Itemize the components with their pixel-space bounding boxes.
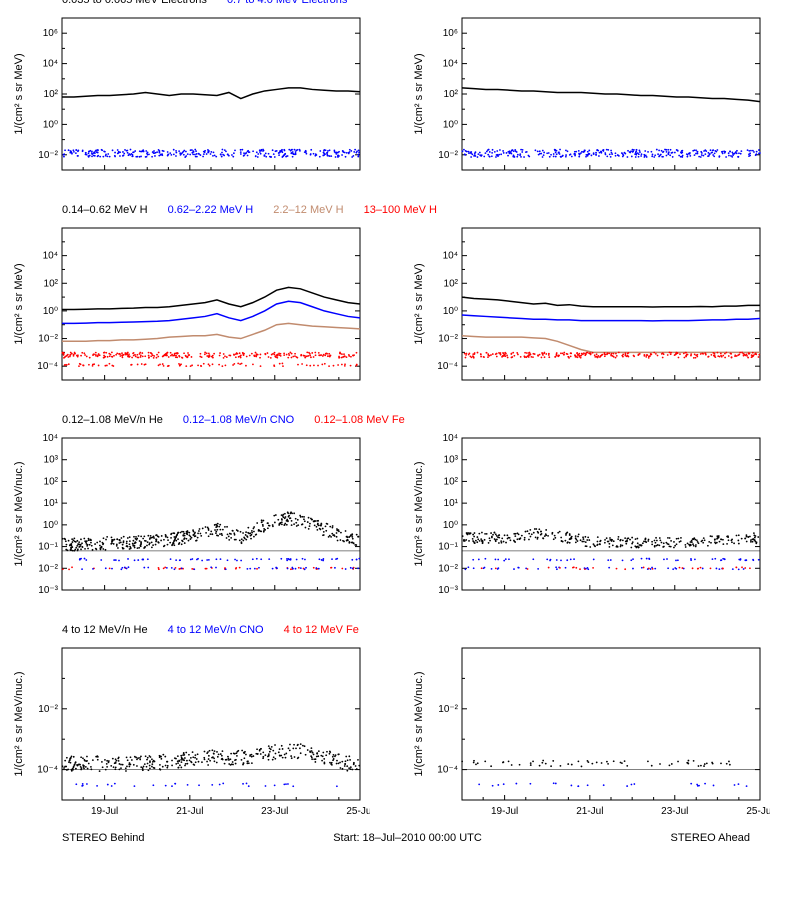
- svg-text:10⁻²: 10⁻²: [438, 563, 458, 574]
- plot-svg: 10⁻⁴ 10⁻² 10⁰ 10² 10⁴ 1/(cm² s sr MeV): [10, 220, 370, 430]
- series-title: 4 to 12 MeV Fe: [284, 624, 359, 636]
- chart-grid: 0.035 to 0.065 MeV Electrons0.7 to 4.0 M…: [10, 10, 790, 830]
- series-title: 0.12–1.08 MeV/n He: [62, 414, 163, 426]
- plot-svg: 10⁻² 10⁰ 10² 10⁴ 10⁶ 1/(cm² s sr MeV): [10, 10, 370, 220]
- svg-text:1/(cm² s sr MeV): 1/(cm² s sr MeV): [413, 53, 425, 134]
- svg-text:10¹: 10¹: [444, 498, 459, 509]
- svg-text:10⁻¹: 10⁻¹: [38, 542, 58, 553]
- svg-text:10⁴: 10⁴: [43, 59, 58, 70]
- panel-r2-c0: 0.12–1.08 MeV/n He0.12–1.08 MeV/n CNO0.1…: [10, 430, 390, 620]
- panel-r2-c1: 10⁻³ 10⁻² 10⁻¹ 10⁰ 10¹ 10² 10³ 10⁴ 1/(cm² s sr M…: [410, 430, 790, 620]
- row-1-titles: 0.14–0.62 MeV H 0.62–2.22 MeV H 2.2–12 MeV…: [62, 204, 457, 216]
- svg-text:10⁶: 10⁶: [43, 28, 58, 39]
- svg-text:10⁻²: 10⁻²: [438, 334, 458, 345]
- svg-text:10⁴: 10⁴: [443, 251, 458, 262]
- svg-text:10¹: 10¹: [44, 498, 59, 509]
- svg-text:25-Jul: 25-Jul: [346, 806, 370, 817]
- svg-text:10⁻²: 10⁻²: [438, 704, 458, 715]
- svg-text:10⁻²: 10⁻²: [38, 704, 58, 715]
- svg-text:10²: 10²: [44, 476, 59, 487]
- series-title: 0.035 to 0.065 MeV Electrons: [62, 0, 207, 6]
- svg-text:10⁻⁴: 10⁻⁴: [437, 765, 458, 776]
- svg-text:23-Jul: 23-Jul: [261, 806, 288, 817]
- svg-text:1/(cm² s sr MeV/nuc.): 1/(cm² s sr MeV/nuc.): [413, 671, 425, 776]
- svg-text:10²: 10²: [44, 278, 59, 289]
- panel-r1-c0: 0.14–0.62 MeV H0.62–2.22 MeV H2.2–12 MeV…: [10, 220, 390, 410]
- svg-text:19-Jul: 19-Jul: [91, 806, 118, 817]
- svg-text:10⁴: 10⁴: [443, 59, 458, 70]
- svg-text:10⁻³: 10⁻³: [438, 585, 458, 596]
- svg-text:10⁰: 10⁰: [43, 306, 58, 317]
- svg-text:21-Jul: 21-Jul: [176, 806, 203, 817]
- panel-r0-c1: 10⁻² 10⁰ 10² 10⁴ 10⁶ 1/(cm² s sr MeV): [410, 10, 790, 200]
- series-title: 2.2–12 MeV H: [273, 204, 343, 216]
- svg-text:1/(cm² s sr MeV): 1/(cm² s sr MeV): [13, 263, 25, 344]
- row-3-titles: 4 to 12 MeV/n He 4 to 12 MeV/n CNO 4 to 12…: [62, 624, 379, 636]
- svg-text:10⁻¹: 10⁻¹: [438, 542, 458, 553]
- svg-text:1/(cm² s sr MeV/nuc.): 1/(cm² s sr MeV/nuc.): [13, 461, 25, 566]
- plot-svg: 10⁻⁴ 10⁻² 1/(cm² s sr MeV/nuc.) 19-Jul 21-Ju…: [10, 640, 370, 850]
- panel-r0-c0: 0.035 to 0.065 MeV Electrons0.7 to 4.0 M…: [10, 10, 390, 200]
- series-title: 4 to 12 MeV/n CNO: [168, 624, 264, 636]
- svg-text:23-Jul: 23-Jul: [661, 806, 688, 817]
- svg-text:10⁻²: 10⁻²: [38, 563, 58, 574]
- plot-svg: 10⁻⁴ 10⁻² 10⁰ 10² 10⁴ 1/(cm² s sr MeV): [410, 220, 770, 430]
- row-0-titles: 0.035 to 0.065 MeV Electrons 0.7 to 4.0 M…: [62, 0, 367, 6]
- svg-text:1/(cm² s sr MeV/nuc.): 1/(cm² s sr MeV/nuc.): [413, 461, 425, 566]
- svg-text:10⁰: 10⁰: [443, 306, 458, 317]
- svg-text:10⁴: 10⁴: [43, 433, 58, 444]
- svg-text:10⁻⁴: 10⁻⁴: [37, 361, 58, 372]
- svg-text:10³: 10³: [444, 455, 459, 466]
- svg-text:10²: 10²: [444, 476, 459, 487]
- svg-text:10⁻⁴: 10⁻⁴: [37, 765, 58, 776]
- series-title: 13–100 MeV H: [364, 204, 437, 216]
- svg-text:21-Jul: 21-Jul: [576, 806, 603, 817]
- svg-text:25-Jul: 25-Jul: [746, 806, 770, 817]
- svg-text:1/(cm² s sr MeV): 1/(cm² s sr MeV): [413, 263, 425, 344]
- panel-r1-c1: 10⁻⁴ 10⁻² 10⁰ 10² 10⁴ 1/(cm² s sr MeV): [410, 220, 790, 410]
- svg-text:10³: 10³: [44, 455, 59, 466]
- row-2-titles: 0.12–1.08 MeV/n He 0.12–1.08 MeV/n CNO 0.1…: [62, 414, 425, 426]
- svg-text:10⁻³: 10⁻³: [38, 585, 58, 596]
- svg-text:10⁰: 10⁰: [443, 119, 458, 130]
- panel-r3-c1: 10⁻⁴ 10⁻² 1/(cm² s sr MeV/nuc.) 19-Jul 21-Ju…: [410, 640, 790, 830]
- svg-text:10⁴: 10⁴: [443, 433, 458, 444]
- svg-text:10⁶: 10⁶: [443, 28, 458, 39]
- series-title: 0.7 to 4.0 MeV Electrons: [227, 0, 347, 6]
- svg-text:1/(cm² s sr MeV/nuc.): 1/(cm² s sr MeV/nuc.): [13, 671, 25, 776]
- series-title: 4 to 12 MeV/n He: [62, 624, 148, 636]
- series-title: 0.12–1.08 MeV/n CNO: [183, 414, 294, 426]
- svg-text:10²: 10²: [444, 278, 459, 289]
- svg-text:10²: 10²: [444, 89, 459, 100]
- svg-text:10⁻⁴: 10⁻⁴: [437, 361, 458, 372]
- plot-svg: 10⁻⁴ 10⁻² 1/(cm² s sr MeV/nuc.) 19-Jul 21-Ju…: [410, 640, 770, 850]
- svg-text:10²: 10²: [44, 89, 59, 100]
- svg-text:10⁻²: 10⁻²: [38, 150, 58, 161]
- svg-text:10⁰: 10⁰: [43, 520, 58, 531]
- svg-text:19-Jul: 19-Jul: [491, 806, 518, 817]
- svg-text:10⁴: 10⁴: [43, 251, 58, 262]
- series-title: 0.62–2.22 MeV H: [168, 204, 254, 216]
- svg-text:1/(cm² s sr MeV): 1/(cm² s sr MeV): [13, 53, 25, 134]
- series-title: 0.12–1.08 MeV Fe: [314, 414, 405, 426]
- svg-text:10⁻²: 10⁻²: [38, 334, 58, 345]
- series-title: 0.14–0.62 MeV H: [62, 204, 148, 216]
- plot-svg: 10⁻³ 10⁻² 10⁻¹ 10⁰ 10¹ 10² 10³ 10⁴ 1/(cm² s sr M…: [410, 430, 770, 640]
- svg-text:10⁰: 10⁰: [443, 520, 458, 531]
- panel-r3-c0: 4 to 12 MeV/n He4 to 12 MeV/n CNO4 to 12…: [10, 640, 390, 830]
- plot-svg: 10⁻³ 10⁻² 10⁻¹ 10⁰ 10¹ 10² 10³ 10⁴ 1/(cm² s sr M…: [10, 430, 370, 640]
- svg-text:10⁰: 10⁰: [43, 119, 58, 130]
- plot-svg: 10⁻² 10⁰ 10² 10⁴ 10⁶ 1/(cm² s sr MeV): [410, 10, 770, 220]
- svg-text:10⁻²: 10⁻²: [438, 150, 458, 161]
